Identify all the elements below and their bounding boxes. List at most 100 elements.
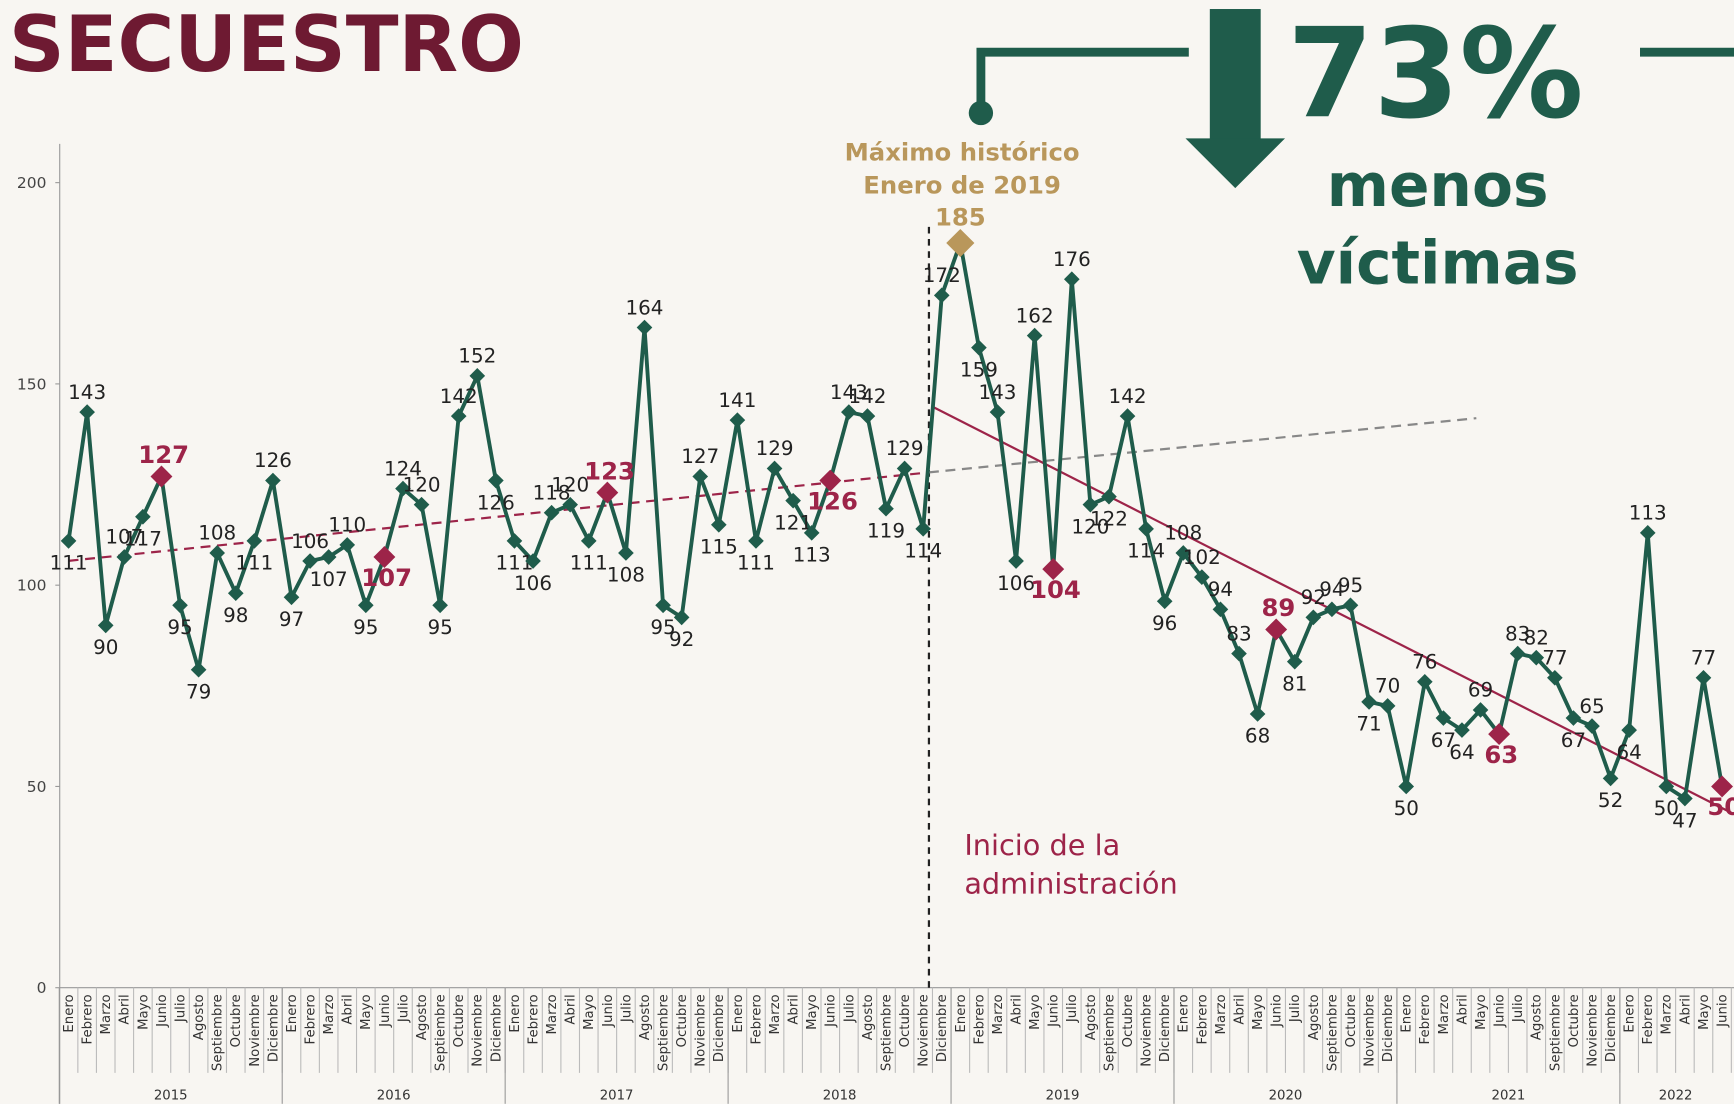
year-label: 2016 [377, 1088, 411, 1103]
x-tick-label: Abril [1009, 994, 1024, 1024]
x-tick-label: Octubre [229, 994, 244, 1047]
x-tick-label: Julio [842, 994, 857, 1023]
data-label: 71 [1356, 713, 1381, 736]
data-label: 68 [1245, 725, 1270, 748]
data-label: 106 [514, 572, 552, 595]
point [1658, 778, 1675, 795]
point [395, 480, 411, 497]
bracket-dot [968, 100, 994, 126]
year-label: 2020 [1269, 1088, 1303, 1103]
x-tick-label: Diciembre [1158, 994, 1173, 1062]
data-label: 98 [223, 604, 248, 627]
x-tick-label: Julio [396, 994, 411, 1023]
x-tick-label: Febrero [1641, 994, 1656, 1044]
data-label: 152 [458, 345, 496, 368]
x-tick-label: Noviembre [248, 994, 263, 1066]
point [1342, 597, 1359, 614]
point [1416, 673, 1433, 690]
x-tick-label: Julio [1511, 994, 1526, 1023]
data-label: 119 [867, 519, 905, 542]
point [1509, 645, 1526, 662]
x-tick-label: Marzo [768, 994, 783, 1034]
data-label: 50 [1654, 797, 1679, 820]
point [1194, 569, 1210, 585]
data-label: 143 [830, 381, 868, 404]
x-tick-label: Agosto [192, 994, 207, 1040]
headline-text: menos [1327, 152, 1549, 221]
x-tick-label: Enero [1623, 994, 1638, 1032]
x-tick-label: Marzo [545, 994, 560, 1034]
x-tick-label: Mayo [582, 994, 597, 1030]
point [1265, 618, 1288, 641]
data-label: 67 [1431, 729, 1456, 752]
point [1454, 722, 1470, 738]
data-label: 129 [756, 437, 794, 460]
data-label: 111 [570, 552, 608, 575]
y-tick-label: 0 [37, 979, 47, 997]
point [1435, 710, 1452, 726]
data-label: 108 [607, 564, 645, 587]
point [1361, 694, 1377, 710]
x-tick-label: Diciembre [1381, 994, 1396, 1062]
x-tick-label: Marzo [1437, 994, 1452, 1034]
x-tick-label: Febrero [972, 994, 987, 1044]
data-label: 95 [1338, 574, 1363, 597]
data-label: 67 [1561, 729, 1586, 752]
point [1602, 770, 1619, 787]
data-label: 120 [1071, 515, 1109, 538]
x-tick-label: Septiembre [1102, 994, 1117, 1071]
x-tick-label: Agosto [1530, 994, 1545, 1040]
data-label: 63 [1484, 740, 1518, 769]
x-tick-label: Abril [564, 994, 579, 1024]
data-label: 108 [198, 522, 236, 545]
x-tick-label: Mayo [359, 994, 374, 1030]
data-label: 108 [1164, 522, 1202, 545]
x-tick-label: Marzo [1214, 994, 1229, 1034]
point [618, 545, 634, 561]
start-annotation: administración [964, 867, 1177, 901]
data-label: 111 [235, 552, 273, 575]
x-tick-label: Febrero [1195, 994, 1210, 1044]
point [488, 472, 504, 489]
y-tick-label: 200 [17, 174, 47, 192]
data-label: 94 [1319, 578, 1344, 601]
point [596, 481, 619, 504]
point [1528, 649, 1545, 666]
x-tick-label: Abril [1678, 994, 1693, 1024]
data-label: 96 [1152, 612, 1177, 635]
data-label: 64 [1449, 741, 1474, 764]
point [1379, 698, 1396, 714]
data-label: 64 [1617, 741, 1642, 764]
point [1488, 723, 1511, 746]
data-label: 121 [774, 511, 812, 534]
data-label: 95 [650, 616, 675, 639]
x-tick-label: Agosto [638, 994, 653, 1040]
point [1063, 271, 1080, 288]
point [1584, 718, 1600, 734]
point [320, 549, 337, 565]
x-tick-label: Julio [1288, 994, 1303, 1023]
point [989, 404, 1006, 420]
point [766, 460, 783, 477]
x-tick-label: Junio [824, 994, 839, 1028]
data-label: 127 [138, 440, 189, 469]
x-tick-label: Julio [1065, 994, 1080, 1023]
data-label: 120 [403, 473, 441, 496]
arrow [1185, 138, 1286, 189]
point [1639, 525, 1656, 541]
data-label: 106 [291, 530, 329, 553]
x-tick-label: Abril [787, 994, 802, 1024]
point [1249, 706, 1266, 722]
data-label: 111 [495, 552, 533, 575]
point [506, 533, 523, 549]
year-label: 2021 [1492, 1088, 1526, 1103]
point [1305, 609, 1322, 626]
data-label: 97 [279, 608, 304, 631]
x-tick-label: Marzo [99, 994, 114, 1034]
x-tick-label: Junio [1047, 994, 1062, 1028]
x-tick-label: Noviembre [1362, 994, 1377, 1066]
point [302, 553, 318, 569]
x-tick-label: Junio [1270, 994, 1285, 1028]
data-label: 107 [310, 568, 348, 591]
